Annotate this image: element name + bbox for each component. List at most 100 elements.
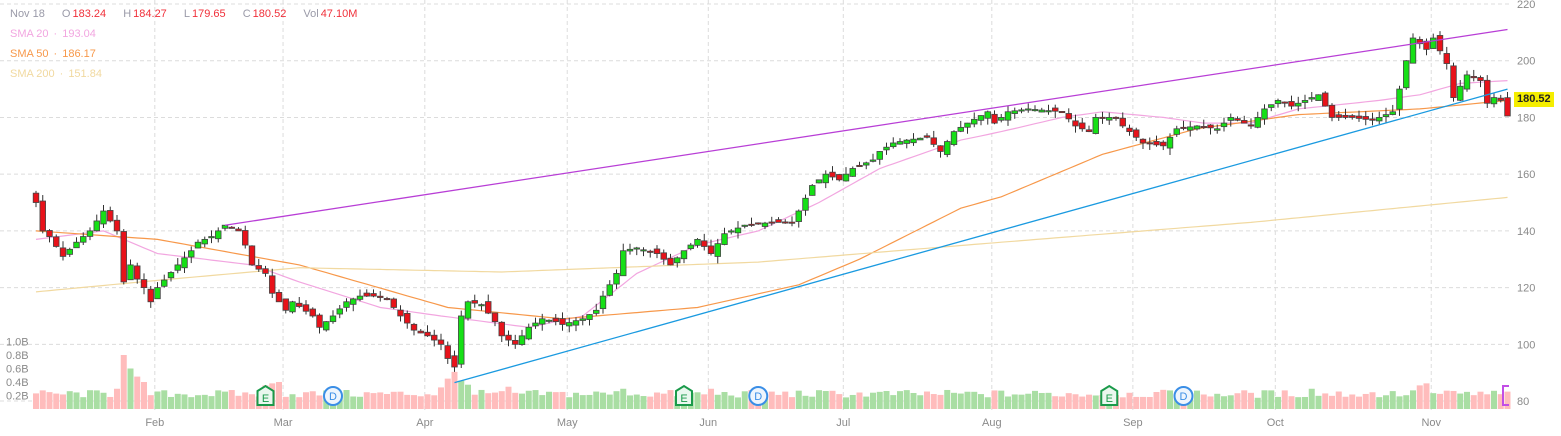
volume-bar: [1477, 391, 1484, 409]
candle-up: [1295, 102, 1302, 107]
volume-bar: [802, 395, 809, 409]
volume-bar: [492, 392, 498, 409]
volume-value: 47.10M: [320, 8, 358, 20]
candle-down: [498, 321, 505, 337]
candle-down: [39, 200, 46, 232]
month-label: Aug: [982, 417, 1002, 429]
candle-up: [323, 321, 330, 331]
candle-down: [755, 222, 762, 225]
volume-bar: [1018, 394, 1025, 409]
volume-bar: [876, 391, 883, 409]
month-label: May: [557, 417, 578, 429]
volume-bar: [46, 392, 53, 409]
volume-bar: [1160, 389, 1167, 409]
candle-up: [1308, 97, 1315, 100]
candle-down: [1436, 35, 1444, 52]
volume-bar: [1349, 394, 1356, 409]
volume-bar: [1268, 390, 1275, 409]
candle-down: [1119, 117, 1126, 127]
candle-up: [944, 141, 951, 155]
volume-bar: [1315, 395, 1322, 409]
volume-bar: [1011, 394, 1018, 409]
candle-down: [667, 257, 674, 266]
candle-down: [552, 317, 559, 323]
candle-down: [1369, 118, 1376, 121]
trendlines[interactable]: [224, 28, 1508, 384]
sma50-legend[interactable]: SMA 50 · 186.17: [10, 48, 96, 60]
candle-up: [1403, 60, 1410, 89]
volume-bar: [1302, 396, 1308, 409]
volume-bar: [1288, 396, 1295, 409]
candle-down: [923, 135, 931, 138]
volume-bar: [816, 390, 822, 409]
candle-up: [977, 115, 985, 121]
volume-bar: [1295, 397, 1302, 409]
candle-up: [1004, 111, 1012, 121]
candle-down: [937, 145, 944, 152]
volume-bar: [107, 396, 114, 409]
candle-down: [1207, 124, 1214, 129]
volume-bar: [1140, 396, 1146, 409]
candle-up: [876, 151, 883, 160]
candle-down: [653, 248, 661, 254]
candle-down: [1079, 122, 1086, 130]
volume-bar: [957, 393, 964, 409]
candle-up: [917, 137, 924, 141]
candle-down: [120, 231, 127, 283]
candle-up: [458, 315, 465, 365]
volume-bar: [897, 391, 903, 409]
candle-up: [903, 139, 910, 144]
candle-down: [296, 302, 303, 307]
open-value: 183.24: [72, 8, 107, 20]
volume-bar: [1497, 394, 1504, 409]
volume-bar: [458, 380, 465, 409]
sma20-legend[interactable]: SMA 20 · 193.04: [10, 28, 96, 40]
low-label: L: [183, 8, 190, 20]
candle-down: [451, 355, 458, 368]
price-tick-label: 80: [1517, 396, 1529, 408]
volume-bar: [924, 391, 930, 409]
volume-bar: [633, 394, 640, 409]
candle-up: [1187, 126, 1194, 131]
volume-bar: [917, 395, 924, 409]
candle-up: [1166, 136, 1174, 149]
candle-down: [512, 339, 519, 345]
candle-up: [208, 236, 215, 239]
volume-bar: [593, 391, 600, 409]
candle-up: [181, 257, 188, 269]
volume-bar: [1369, 392, 1376, 409]
volume-bar: [735, 397, 741, 409]
candle-down: [1072, 120, 1079, 127]
candle-up: [890, 142, 897, 148]
volume-bar: [478, 389, 485, 409]
volume-bar: [1342, 396, 1349, 409]
candle-up: [525, 326, 532, 340]
sma200-legend[interactable]: SMA 200 · 151.84: [10, 68, 102, 80]
volume-bar: [1416, 385, 1423, 409]
candle-up: [1389, 111, 1396, 115]
price-tick-label: 120: [1517, 283, 1535, 295]
volume-bar: [883, 391, 890, 409]
candle-down: [1139, 138, 1147, 144]
volume-bar: [39, 390, 46, 409]
volume-bar: [1396, 396, 1403, 409]
candle-down: [1322, 92, 1329, 107]
volume-bar: [161, 390, 168, 409]
volume-bar: [377, 392, 384, 409]
earnings-icon: [1100, 384, 1119, 406]
volume-bar: [870, 392, 876, 409]
volume-bar: [829, 390, 836, 409]
last-price-tag: 180.52: [1514, 92, 1554, 107]
candle-up: [674, 257, 681, 264]
volume-bar: [1119, 397, 1126, 409]
volume-bar: [694, 392, 701, 409]
candle-down: [1288, 101, 1295, 107]
volume-bar: [822, 391, 829, 409]
candle-down: [782, 221, 789, 224]
volume-bar: [667, 390, 674, 409]
candle-up: [93, 220, 100, 232]
candle-down: [707, 245, 715, 254]
candle-up: [910, 138, 917, 144]
